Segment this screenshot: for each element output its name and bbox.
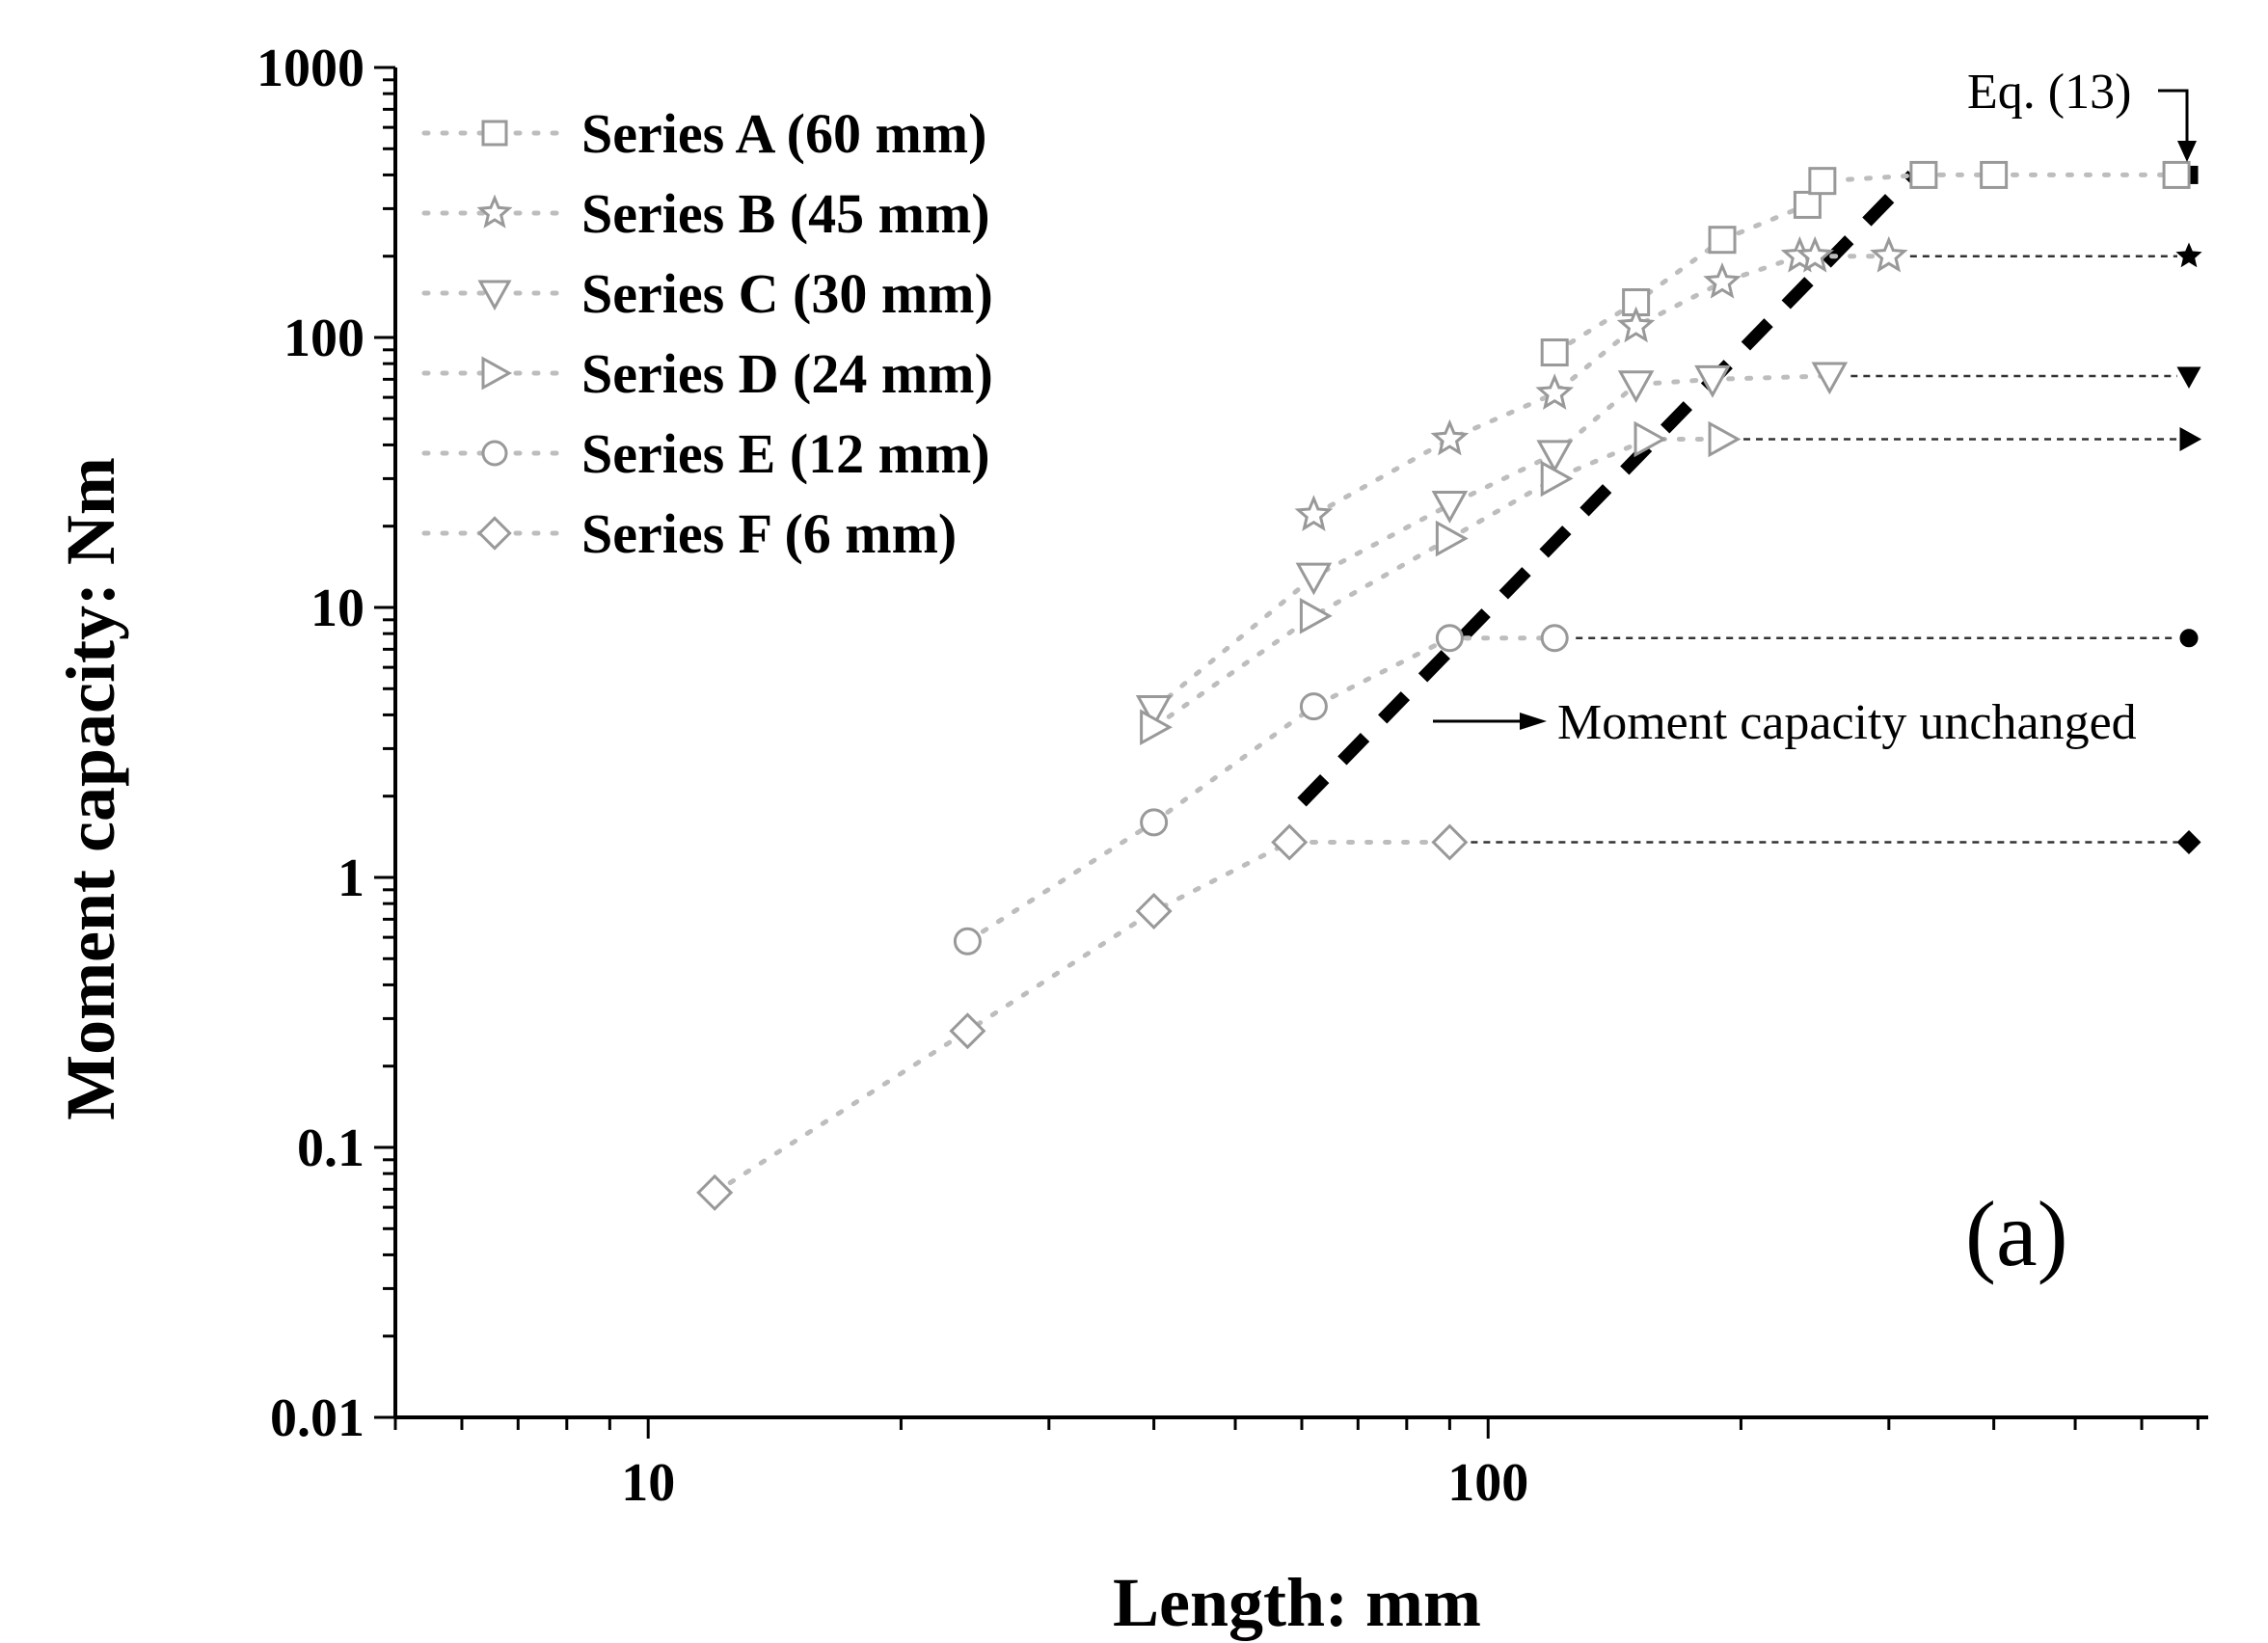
unchanged-arrowhead <box>1520 713 1547 730</box>
data-point <box>1299 598 1333 634</box>
data-point <box>1540 624 1569 653</box>
data-point <box>1634 420 1667 458</box>
legend-label: Series D (24 mm) <box>581 342 993 405</box>
limit-marker <box>2179 426 2202 452</box>
data-point <box>1535 373 1575 410</box>
data-point <box>1540 338 1569 367</box>
y-tick-label: 1 <box>338 848 364 908</box>
data-point <box>953 927 982 956</box>
series-markers <box>696 160 2191 1211</box>
panel-label: (a) <box>1965 1182 2068 1285</box>
data-point <box>1811 362 1849 395</box>
data-point <box>1299 692 1328 721</box>
data-point <box>1435 520 1469 557</box>
x-axis-title: Length: mm <box>1113 1564 1481 1641</box>
limit-marker <box>2175 242 2202 268</box>
data-point <box>1808 167 1837 196</box>
y-tick-label: 1000 <box>256 39 364 98</box>
eq-arrow-line <box>2158 89 2189 145</box>
data-point <box>1694 364 1731 398</box>
x-tick-label: 100 <box>1447 1453 1528 1513</box>
data-point <box>1294 495 1334 531</box>
data-point <box>1295 562 1333 596</box>
data-point <box>1616 306 1656 343</box>
legend-label: Series B (45 mm) <box>581 182 990 245</box>
y-tick-label: 10 <box>310 579 364 638</box>
data-point <box>1540 460 1574 498</box>
y-axis-title: Moment capacity: Nm <box>52 457 129 1120</box>
data-point <box>1796 235 1835 273</box>
legend-label: Series C (30 mm) <box>581 262 993 325</box>
y-tick-label: 100 <box>284 309 364 368</box>
data-point <box>696 1173 734 1211</box>
y-tick-label: 0.01 <box>270 1388 364 1448</box>
data-point <box>1617 370 1655 404</box>
data-point <box>1431 491 1469 524</box>
data-point <box>1140 808 1169 837</box>
limit-marker <box>2176 366 2201 390</box>
limit-lines <box>1471 165 2202 855</box>
x-tick-label: 10 <box>621 1453 675 1513</box>
annotations: Eq. (13) Moment capacity unchanged (a) <box>1433 65 2197 1285</box>
axes: 10 100 0.01 0.1 1 10 100 1000 <box>256 39 2208 1513</box>
series-line <box>1151 373 1832 712</box>
data-point <box>1135 694 1173 728</box>
eq-13-annotation: Eq. (13) <box>1967 65 2131 120</box>
legend: Series A (60 mm) Series B (45 mm) Series C… <box>421 102 993 565</box>
data-point <box>1909 160 1938 189</box>
series-line <box>1151 437 1725 730</box>
data-point <box>1980 160 2009 189</box>
data-point <box>1793 190 1822 219</box>
legend-label: Series F (6 mm) <box>581 502 957 565</box>
series-line <box>712 840 1452 1196</box>
legend-marker <box>481 356 513 391</box>
threshold-line <box>1297 170 1917 807</box>
series-line <box>964 635 1557 944</box>
data-point <box>1135 892 1173 930</box>
threshold-line-group <box>1297 170 1917 807</box>
legend-marker <box>481 120 508 147</box>
data-point <box>1140 709 1173 746</box>
legend-marker <box>477 280 512 311</box>
data-point <box>949 1012 986 1050</box>
eq-arrowhead <box>2177 141 2197 162</box>
data-point <box>1870 235 1908 273</box>
legend-marker <box>477 516 512 551</box>
legend-marker <box>481 440 508 467</box>
limit-marker <box>2176 829 2201 855</box>
limit-marker <box>2179 629 2199 648</box>
data-point <box>1708 226 1737 255</box>
data-point <box>1536 440 1574 473</box>
data-point <box>2162 160 2191 189</box>
data-point <box>1708 420 1742 458</box>
y-tick-label: 0.1 <box>297 1118 364 1178</box>
data-point <box>1435 624 1464 653</box>
legend-marker <box>476 194 513 229</box>
unchanged-annotation: Moment capacity unchanged <box>1557 695 2137 750</box>
data-point <box>1271 823 1309 861</box>
legend-label: Series A (60 mm) <box>581 102 986 165</box>
series-lines <box>712 172 2179 1196</box>
data-point <box>1703 261 1742 299</box>
legend-label: Series E (12 mm) <box>581 422 990 485</box>
data-point <box>1431 823 1469 861</box>
data-point <box>1430 418 1470 456</box>
